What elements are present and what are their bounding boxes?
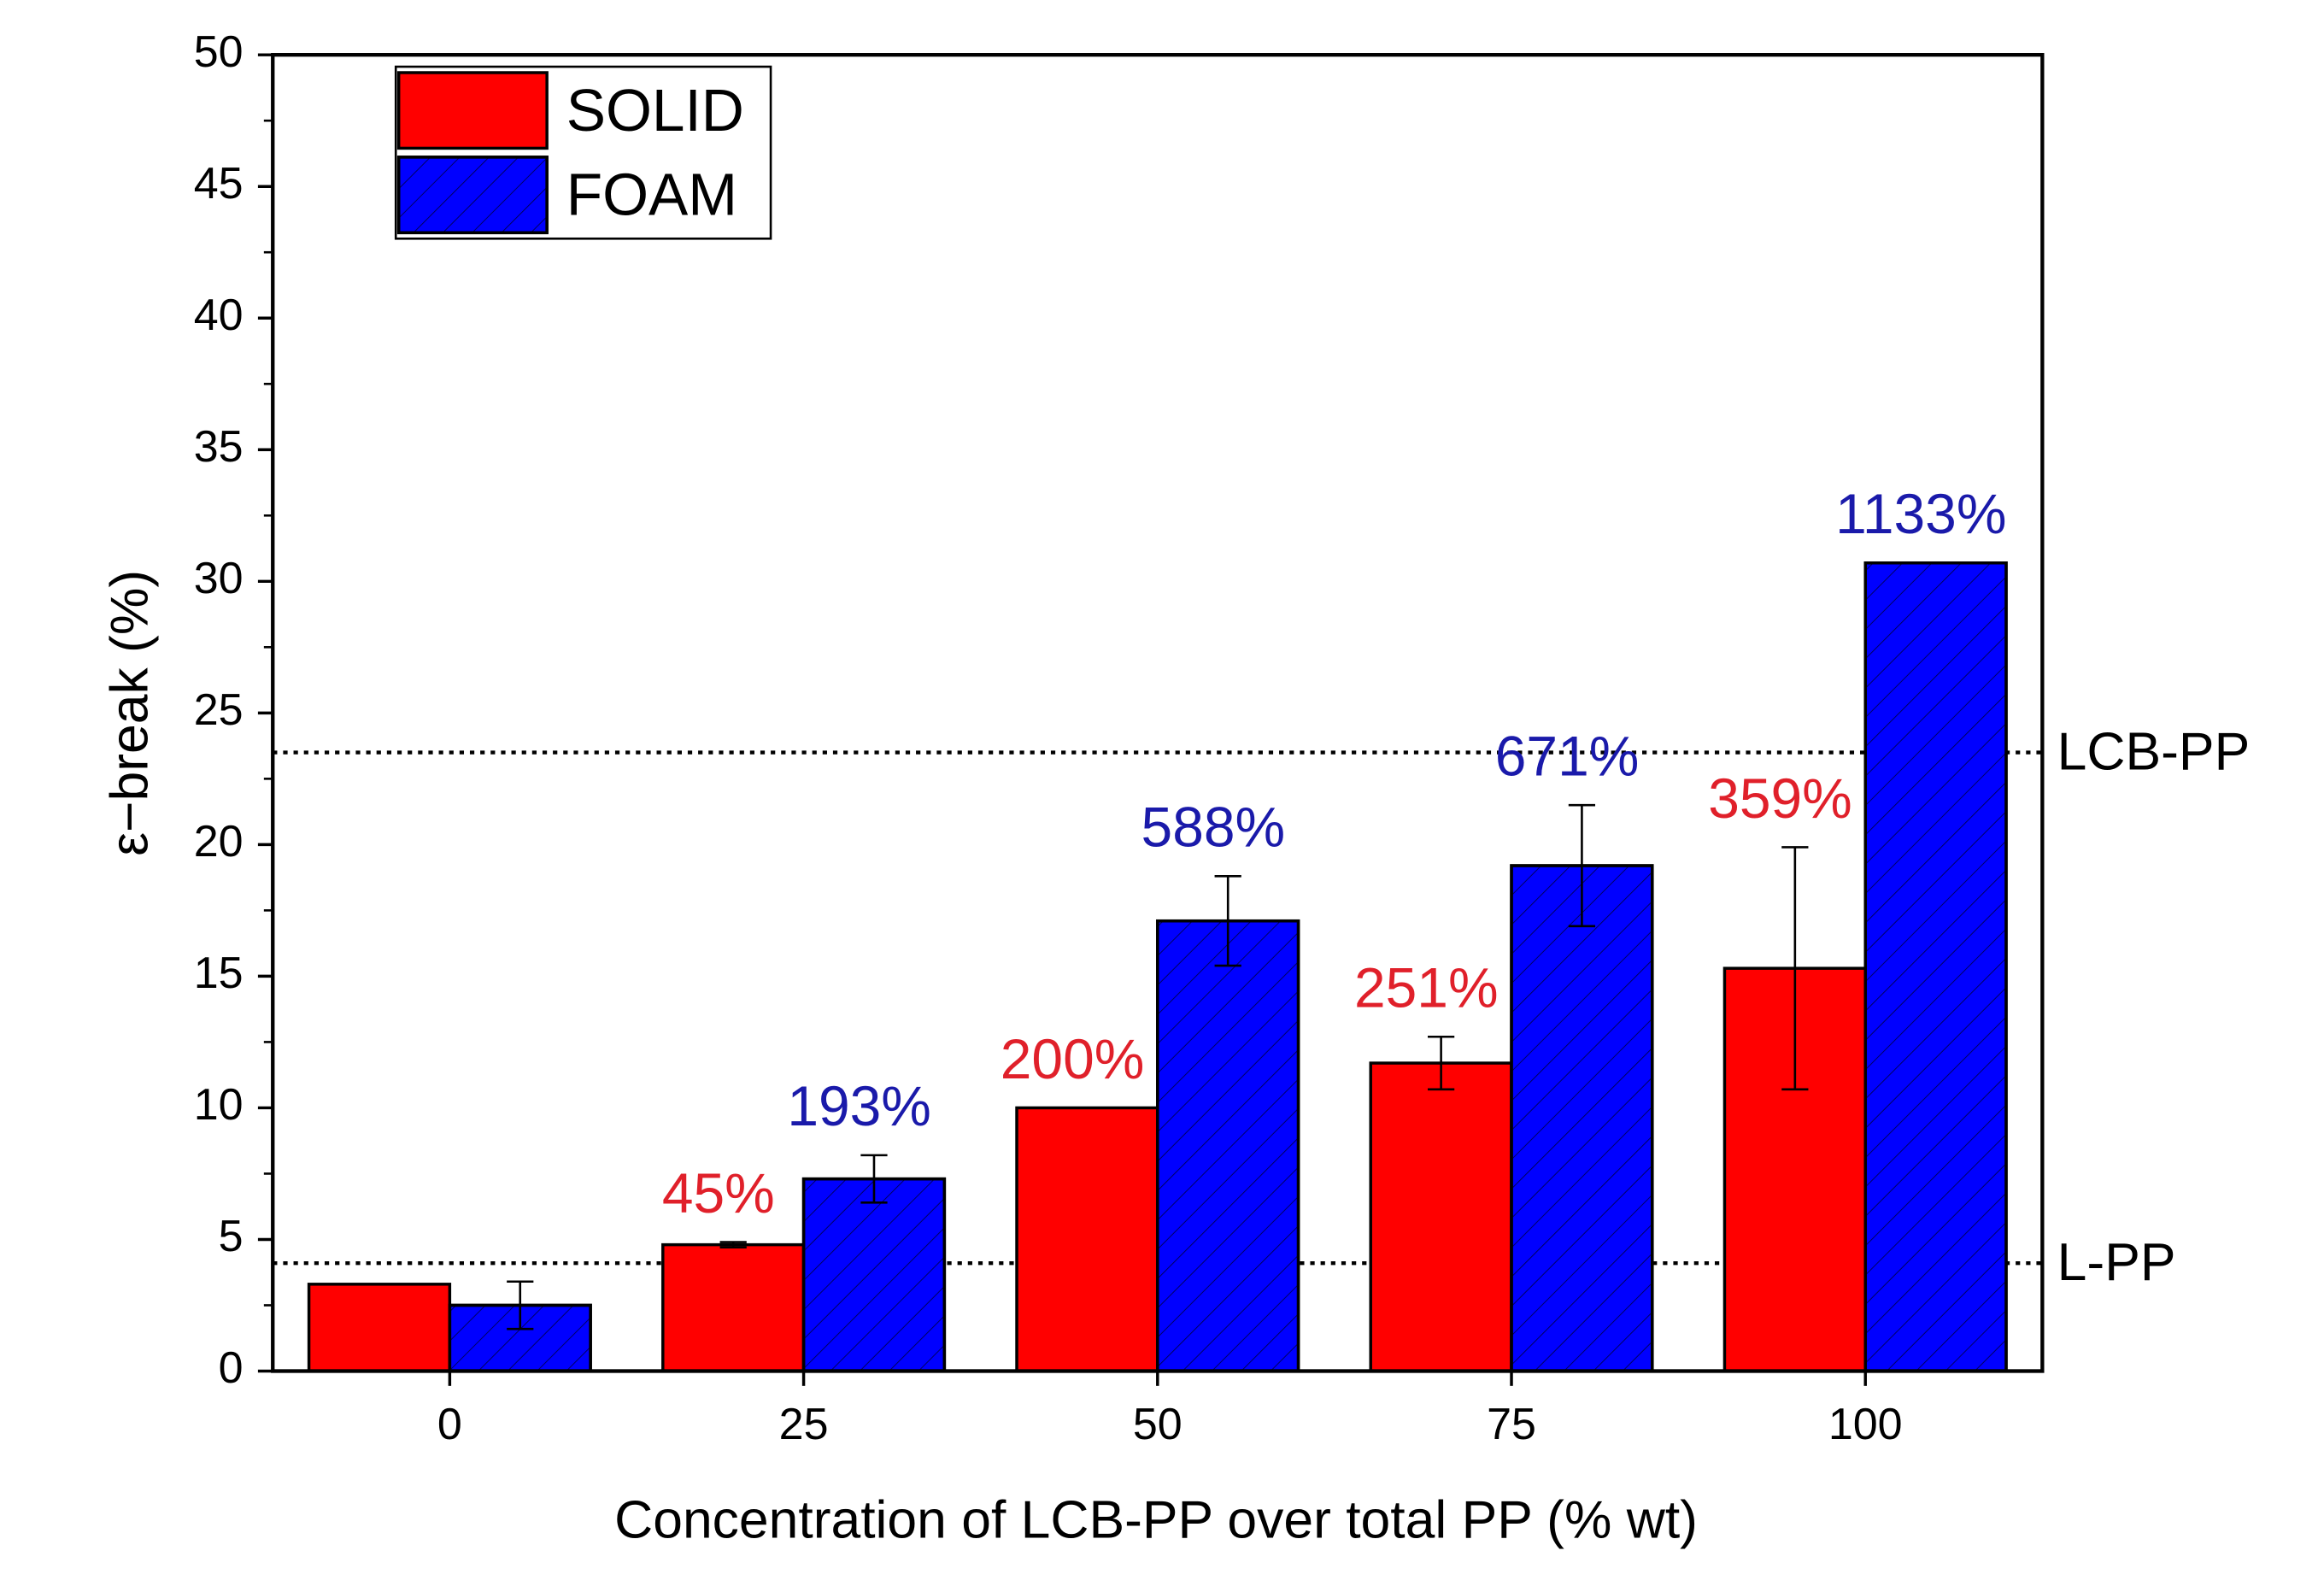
bar-annotation: 193% (787, 1074, 931, 1137)
bar-hatch (1510, 864, 1654, 1373)
legend-label: SOLID (566, 77, 744, 144)
bar (1369, 1061, 1513, 1373)
bar-annotation: 45% (662, 1161, 775, 1225)
reference-label: L-PP (2057, 1232, 2176, 1292)
bar (661, 1242, 806, 1373)
y-tick-label: 30 (194, 554, 244, 603)
reference-label: LCB-PP (2057, 722, 2251, 782)
bar-annotation: 671% (1495, 725, 1640, 788)
legend-swatch (396, 71, 549, 150)
x-tick-label: 25 (779, 1400, 829, 1449)
x-tick-label: 75 (1487, 1400, 1536, 1449)
bar-hatch (1863, 561, 2008, 1373)
bar-annotation: 1133% (1835, 482, 2006, 545)
plot-frame (271, 53, 2045, 1373)
x-tick-label: 100 (1828, 1400, 1903, 1449)
x-tick-label: 0 (437, 1400, 462, 1449)
bar-annotation: 200% (1001, 1027, 1145, 1090)
y-tick-label: 5 (219, 1212, 244, 1261)
bar-annotation: 588% (1141, 796, 1286, 859)
legend-hatch (396, 156, 549, 235)
y-tick-label: 10 (194, 1080, 244, 1130)
y-tick-label: 15 (194, 949, 244, 998)
y-tick-label: 35 (194, 422, 244, 472)
x-axis-title: Concentration of LCB-PP over total PP (%… (614, 1490, 1698, 1550)
y-tick-label: 45 (194, 159, 244, 209)
legend-label: FOAM (566, 162, 737, 228)
bar-hatch (1156, 919, 1300, 1373)
bar (307, 1283, 452, 1373)
y-tick-label: 40 (194, 291, 244, 340)
y-tick-label: 25 (194, 685, 244, 735)
y-tick-label: 0 (219, 1343, 244, 1393)
bar-annotation: 359% (1708, 767, 1852, 830)
bar-annotation: 251% (1354, 956, 1499, 1019)
y-axis-title: ε−break (%) (100, 570, 160, 856)
x-tick-label: 50 (1133, 1400, 1183, 1449)
y-tick-label: 20 (194, 817, 244, 866)
bar (1015, 1106, 1159, 1373)
bar-hatch (801, 1177, 947, 1373)
y-tick-label: 50 (194, 27, 244, 77)
